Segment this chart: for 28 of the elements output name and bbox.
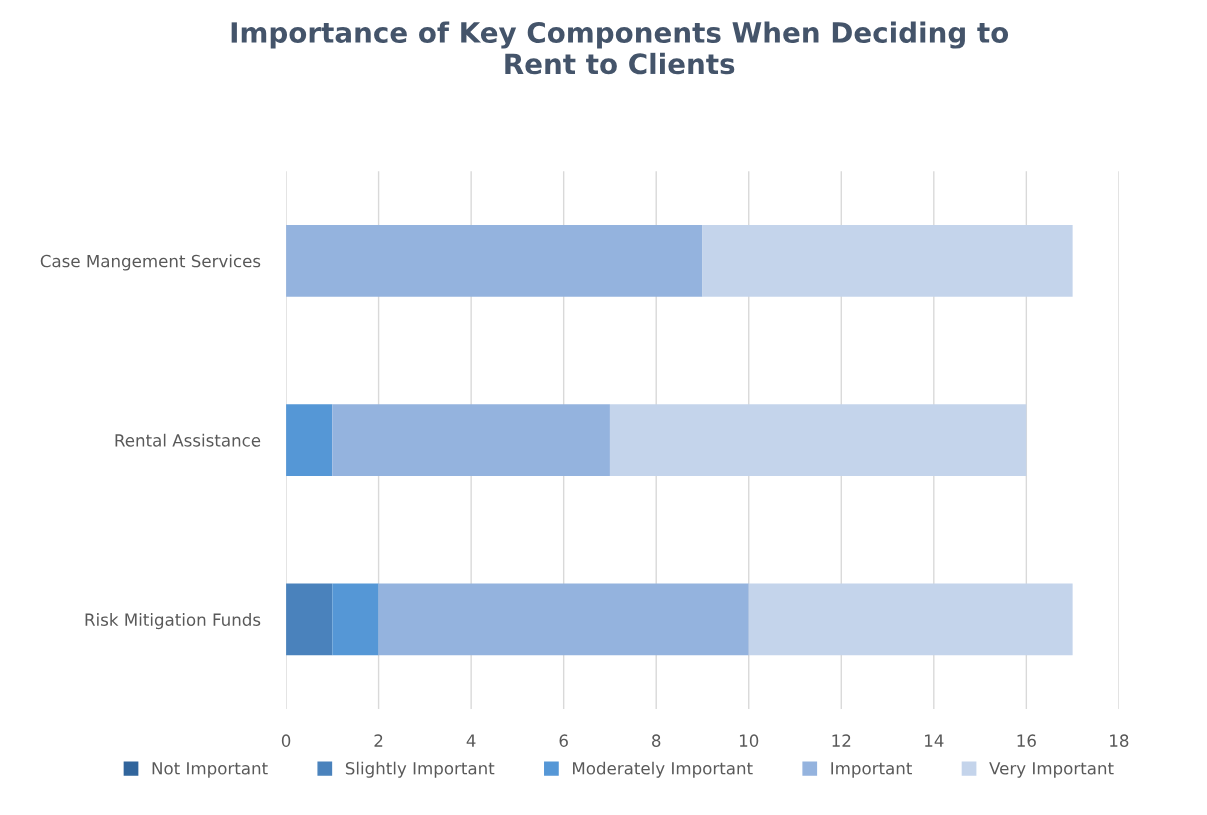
bar	[609, 404, 1027, 476]
x-tick-label: 16	[1017, 734, 1036, 747]
legend-label: Very Important	[989, 762, 1114, 778]
x-tick-label: 0	[281, 734, 291, 747]
x-tick-label: 4	[466, 734, 476, 747]
bar	[286, 224, 703, 297]
legend-label: Important	[831, 762, 912, 778]
y-tick-label: Rental Assistance	[115, 433, 261, 447]
bar	[332, 583, 379, 656]
legend-label: Not Important	[152, 762, 268, 778]
x-tick-label: 6	[559, 734, 568, 747]
x-tick-label: 12	[832, 734, 851, 747]
y-tick-label: Risk Mitigation Funds	[85, 613, 261, 630]
x-tick-label: 14	[925, 734, 944, 747]
bar	[286, 404, 333, 476]
bar	[702, 224, 1073, 297]
legend-label: Moderately Important	[573, 761, 753, 778]
legend-label: Slightly Important	[345, 761, 495, 778]
x-tick-label: 10	[739, 734, 759, 747]
chart-title: Importance of Key Components When Deciding to Rent to Clients	[231, 21, 1009, 75]
bar	[748, 583, 1073, 656]
bar	[378, 583, 749, 656]
y-tick-label: Case Mangement Services	[40, 254, 261, 271]
x-tick-label: 2	[374, 734, 383, 747]
bar	[286, 583, 333, 656]
x-tick-label: 8	[652, 734, 661, 747]
x-tick-label: 18	[1110, 734, 1129, 747]
bar	[332, 404, 610, 476]
